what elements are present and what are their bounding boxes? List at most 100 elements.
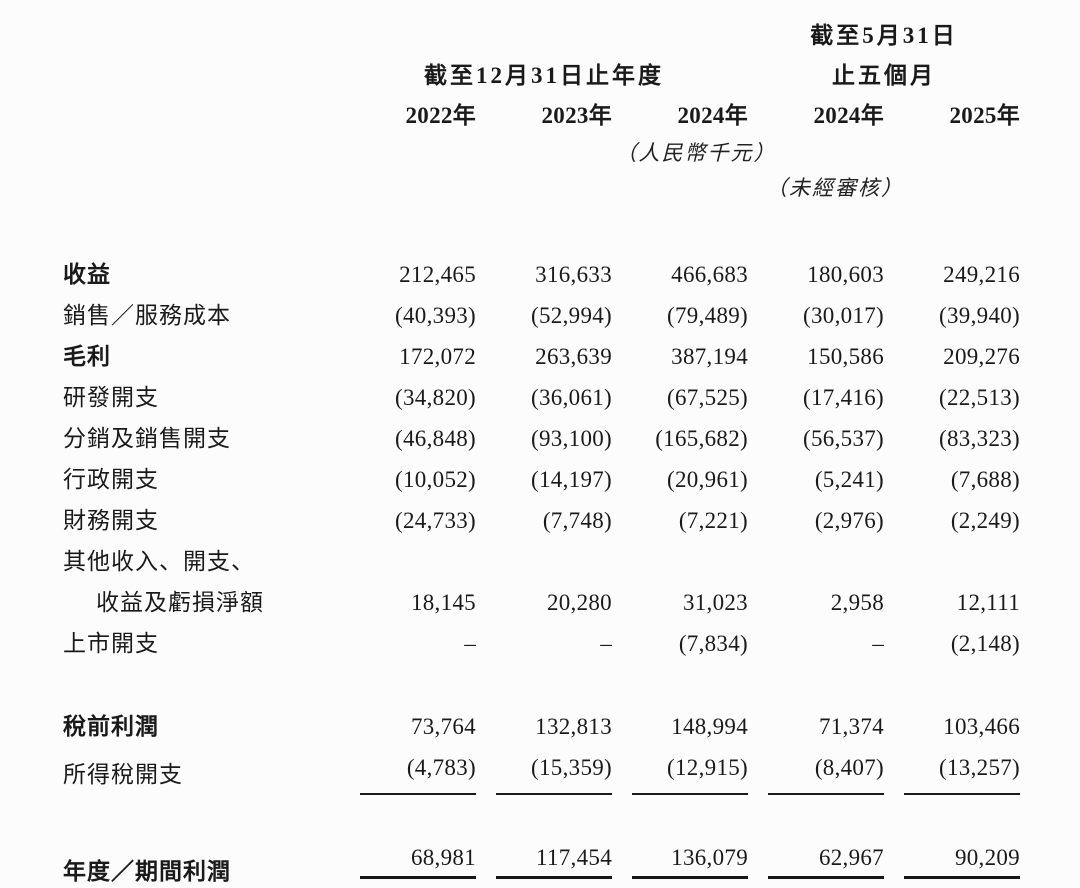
row-label: 分銷及銷售開支 (63, 418, 340, 459)
row-label-line2: 收益及虧損淨額 (96, 590, 264, 615)
value-cell-2023: (7,748) (542, 508, 612, 533)
row-label: 收益 (63, 254, 340, 295)
header-spacer (63, 136, 340, 171)
value-cell-2022: 18,145 (410, 590, 476, 615)
header-spacer (63, 96, 340, 136)
table-row: 分銷及銷售開支 (46,848) (93,100) (165,682) (56,… (63, 418, 1080, 459)
value-cell-2024: (79,489) (667, 303, 748, 328)
row-label-line1: 上市開支 (63, 631, 159, 656)
table-row: 研發開支 (34,820) (36,061) (67,525) (17,416)… (63, 377, 1080, 418)
row-label-line1: 分銷及銷售開支 (63, 426, 231, 451)
value-cell-2022: 68,981 (360, 837, 476, 888)
value-cell-2023: 132,813 (535, 714, 612, 739)
header-spacer (63, 171, 340, 206)
row-label-line1: 其他收入、開支、 (63, 549, 255, 574)
value-cell-2024-interim: (17,416) (803, 385, 884, 410)
table-row: 年度／期間利潤 68,981 117,454 136,079 62,967 90… (63, 837, 1080, 888)
value-cell-2024: 136,079 (632, 837, 748, 888)
table-row: 上市開支 – – (7,834) – (2,148) (63, 623, 1080, 664)
value-cell-2024: (7,834) (678, 631, 748, 656)
value-cell-2024-interim: 71,374 (818, 714, 884, 739)
value-cell-2022: 212,465 (399, 262, 476, 287)
value-cell-2024-interim: (30,017) (803, 303, 884, 328)
table-row: 行政開支 (10,052) (14,197) (20,961) (5,241) … (63, 459, 1080, 500)
year-header-2022: 2022年 (405, 103, 476, 128)
currency-note: （人民幣千元） (615, 141, 777, 165)
row-label: 毛利 (63, 336, 340, 377)
row-label-line1: 銷售／服務成本 (63, 303, 231, 328)
row-label-line1: 年度／期間利潤 (63, 859, 231, 884)
value-cell-2024: 466,683 (671, 262, 748, 287)
row-label-line1: 行政開支 (63, 467, 159, 492)
row-label: 研發開支 (63, 377, 340, 418)
audit-note: （未經審核） (766, 176, 904, 200)
row-label: 行政開支 (63, 459, 340, 500)
row-label: 稅前利潤 (63, 706, 340, 747)
row-label: 銷售／服務成本 (63, 295, 340, 336)
value-cell-2025-interim: (22,513) (939, 385, 1020, 410)
table-row: 銷售／服務成本 (40,393) (52,994) (79,489) (30,0… (63, 295, 1080, 336)
value-cell-2023: 316,633 (535, 262, 612, 287)
value-cell-2024-interim: 2,958 (830, 590, 884, 615)
value-cell-2024: 148,994 (671, 714, 748, 739)
header-row-period-captions: 截至12月31日止年度 止五個月 (63, 56, 1080, 96)
row-label: 所得稅開支 (63, 754, 340, 795)
interim-period-caption-line1: 截至5月31日 (810, 23, 958, 48)
row-label: 上市開支 (63, 623, 340, 664)
interim-period-caption-line2: 止五個月 (832, 63, 936, 88)
value-cell-2023: 263,639 (535, 344, 612, 369)
value-cell-2025-interim: (13,257) (904, 747, 1020, 795)
value-cell-2025-interim: 12,111 (956, 590, 1020, 615)
row-label: 其他收入、開支、 收益及虧損淨額 (63, 541, 340, 623)
header-row-years: 2022年 2023年 2024年 2024年 2025年 (63, 96, 1080, 136)
value-cell-2025-interim: 103,466 (943, 714, 1020, 739)
table-row: 財務開支 (24,733) (7,748) (7,221) (2,976) (2… (63, 500, 1080, 541)
year-header-2024: 2024年 (677, 103, 748, 128)
row-label-line1: 毛利 (63, 344, 111, 369)
value-cell-2024: 31,023 (682, 590, 748, 615)
value-cell-2024: (165,682) (655, 426, 748, 451)
value-cell-2023: (14,197) (531, 467, 612, 492)
value-cell-2024: (20,961) (667, 467, 748, 492)
row-label: 財務開支 (63, 500, 340, 541)
value-cell-2024-interim: 150,586 (807, 344, 884, 369)
table-row: 所得稅開支 (4,783) (15,359) (12,915) (8,407) … (63, 747, 1080, 795)
row-label-line1: 稅前利潤 (63, 714, 159, 739)
value-cell-2022: 73,764 (410, 714, 476, 739)
value-cell-2024-interim: – (872, 631, 884, 656)
value-cell-2023: – (600, 631, 612, 656)
table-row: 稅前利潤 73,764 132,813 148,994 71,374 103,4… (63, 706, 1080, 747)
year-header-2025-interim: 2025年 (949, 103, 1020, 128)
value-cell-2025-interim: (2,249) (950, 508, 1020, 533)
value-cell-2023: (36,061) (531, 385, 612, 410)
value-cell-2022: (10,052) (395, 467, 476, 492)
value-cell-2025-interim: (7,688) (950, 467, 1020, 492)
value-cell-2023: 117,454 (496, 837, 612, 888)
value-cell-2022: (46,848) (395, 426, 476, 451)
year-header-2023: 2023年 (541, 103, 612, 128)
value-cell-2024-interim: 62,967 (768, 837, 884, 888)
value-cell-2023: (15,359) (496, 747, 612, 795)
value-cell-2025-interim: (39,940) (939, 303, 1020, 328)
value-cell-2024-interim: 180,603 (807, 262, 884, 287)
value-cell-2023: 20,280 (546, 590, 612, 615)
annual-period-caption: 截至12月31日止年度 (424, 63, 664, 88)
value-cell-2025-interim: (2,148) (950, 631, 1020, 656)
value-cell-2022: (24,733) (395, 508, 476, 533)
value-cell-2022: (4,783) (360, 747, 476, 795)
value-cell-2023: (93,100) (531, 426, 612, 451)
value-cell-2024: 387,194 (671, 344, 748, 369)
value-cell-2024: (67,525) (667, 385, 748, 410)
header-spacer (63, 56, 340, 96)
row-label-line1: 收益 (63, 262, 111, 287)
header-row-currency-note: （人民幣千元） (63, 136, 1080, 171)
value-cell-2024: (12,915) (632, 747, 748, 795)
row-label-line1: 研發開支 (63, 385, 159, 410)
value-cell-2025-interim: 209,276 (943, 344, 1020, 369)
value-cell-2022: 172,072 (399, 344, 476, 369)
value-cell-2024-interim: (56,537) (803, 426, 884, 451)
value-cell-2024-interim: (8,407) (768, 747, 884, 795)
header-row-audit-note: （未經審核） (63, 171, 1080, 206)
header-row-interim-caption: 截至5月31日 (63, 16, 1080, 56)
